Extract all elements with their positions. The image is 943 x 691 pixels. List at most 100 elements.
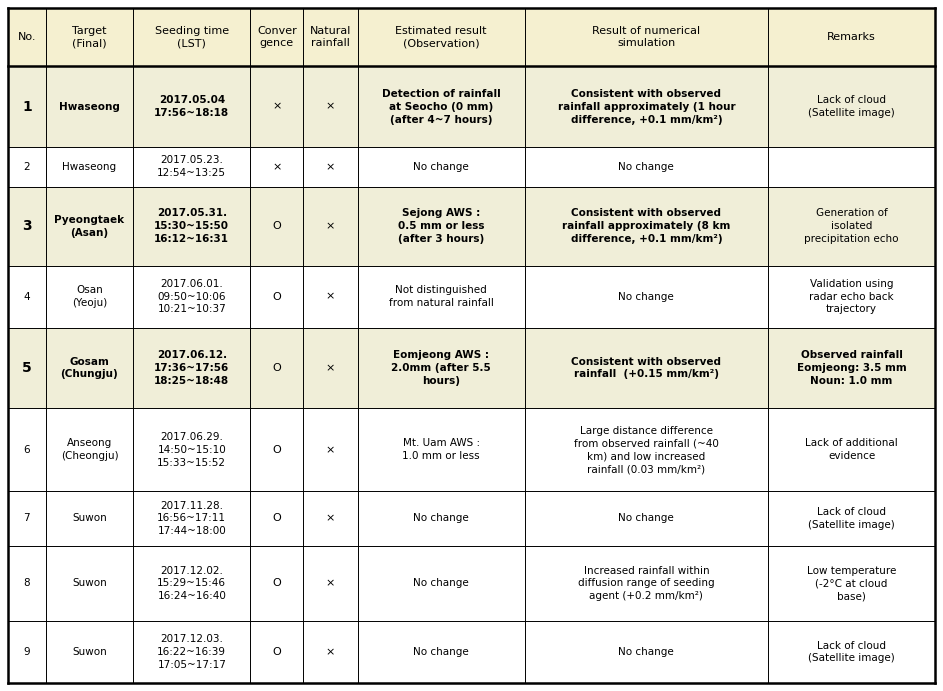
Text: Suwon: Suwon	[72, 513, 107, 524]
Text: 2017.12.03.
16:22~16:39
17:05~17:17: 2017.12.03. 16:22~16:39 17:05~17:17	[157, 634, 226, 670]
Text: No change: No change	[619, 647, 674, 657]
Bar	[769, 546, 935, 621]
Text: ×: ×	[325, 162, 335, 172]
Bar	[769, 8, 935, 66]
Bar	[251, 8, 303, 66]
Bar	[251, 546, 303, 621]
Bar	[303, 66, 357, 147]
Text: Large distance difference
from observed rainfall (~40
km) and low increased
rain: Large distance difference from observed …	[574, 426, 719, 474]
Bar	[8, 621, 46, 683]
Bar	[133, 8, 251, 66]
Text: Increased rainfall within
diffusion range of seeding
agent (+0.2 mm/km²): Increased rainfall within diffusion rang…	[578, 565, 715, 601]
Text: 2: 2	[24, 162, 30, 172]
Text: Lack of cloud
(Satellite image): Lack of cloud (Satellite image)	[808, 507, 895, 530]
Text: O: O	[273, 513, 281, 524]
Bar	[8, 66, 46, 147]
Text: ×: ×	[273, 162, 281, 172]
Bar	[524, 408, 769, 491]
Bar	[769, 408, 935, 491]
Bar	[251, 147, 303, 187]
Bar	[303, 187, 357, 265]
Text: ×: ×	[325, 292, 335, 301]
Bar	[251, 187, 303, 265]
Text: Gosam
(Chungju): Gosam (Chungju)	[60, 357, 119, 379]
Bar	[133, 546, 251, 621]
Bar	[524, 187, 769, 265]
Bar	[524, 147, 769, 187]
Bar	[769, 147, 935, 187]
Bar	[133, 491, 251, 546]
Bar	[769, 187, 935, 265]
Text: Lack of additional
evidence: Lack of additional evidence	[805, 439, 898, 462]
Text: Estimated result
(Observation): Estimated result (Observation)	[395, 26, 487, 48]
Text: No change: No change	[413, 513, 469, 524]
Bar	[303, 8, 357, 66]
Bar	[769, 621, 935, 683]
Text: ×: ×	[325, 102, 335, 112]
Bar	[46, 147, 133, 187]
Bar	[524, 491, 769, 546]
Text: Remarks: Remarks	[827, 32, 876, 42]
Bar	[8, 8, 46, 66]
Bar	[524, 8, 769, 66]
Bar	[303, 621, 357, 683]
Bar	[357, 265, 524, 328]
Bar	[769, 328, 935, 408]
Text: ×: ×	[325, 221, 335, 231]
Text: Hwaseong: Hwaseong	[62, 162, 117, 172]
Bar	[524, 621, 769, 683]
Bar	[8, 546, 46, 621]
Text: O: O	[273, 292, 281, 301]
Text: 2017.05.31.
15:30~15:50
16:12~16:31: 2017.05.31. 15:30~15:50 16:12~16:31	[155, 208, 229, 244]
Text: Consistent with observed
rainfall approximately (1 hour
difference, +0.1 mm/km²): Consistent with observed rainfall approx…	[557, 89, 736, 124]
Bar	[133, 328, 251, 408]
Text: 2017.05.04
17:56~18:18: 2017.05.04 17:56~18:18	[155, 95, 229, 118]
Text: Not distinguished
from natural rainfall: Not distinguished from natural rainfall	[389, 285, 493, 308]
Text: O: O	[273, 578, 281, 588]
Bar	[251, 265, 303, 328]
Bar	[357, 408, 524, 491]
Text: No change: No change	[619, 162, 674, 172]
Bar	[8, 491, 46, 546]
Text: Hwaseong: Hwaseong	[59, 102, 120, 112]
Text: 4: 4	[24, 292, 30, 301]
Bar	[357, 328, 524, 408]
Text: Anseong
(Cheongju): Anseong (Cheongju)	[60, 439, 118, 462]
Bar	[251, 491, 303, 546]
Text: ×: ×	[325, 647, 335, 657]
Bar	[46, 328, 133, 408]
Text: Observed rainfall
Eomjeong: 3.5 mm
Noun: 1.0 mm: Observed rainfall Eomjeong: 3.5 mm Noun:…	[797, 350, 906, 386]
Text: Suwon: Suwon	[72, 578, 107, 588]
Bar	[357, 546, 524, 621]
Bar	[8, 265, 46, 328]
Bar	[524, 328, 769, 408]
Text: 1: 1	[22, 100, 32, 114]
Text: No change: No change	[413, 647, 469, 657]
Text: O: O	[273, 363, 281, 373]
Bar	[769, 66, 935, 147]
Bar	[357, 147, 524, 187]
Text: ×: ×	[325, 445, 335, 455]
Bar	[8, 408, 46, 491]
Bar	[357, 66, 524, 147]
Text: Seeding time
(LST): Seeding time (LST)	[155, 26, 229, 48]
Bar	[357, 491, 524, 546]
Text: Result of numerical
simulation: Result of numerical simulation	[592, 26, 701, 48]
Bar	[46, 621, 133, 683]
Text: O: O	[273, 647, 281, 657]
Bar	[524, 66, 769, 147]
Text: No change: No change	[413, 578, 469, 588]
Text: Natural
rainfall: Natural rainfall	[309, 26, 351, 48]
Bar	[303, 546, 357, 621]
Bar	[303, 147, 357, 187]
Bar	[133, 187, 251, 265]
Bar	[133, 265, 251, 328]
Bar	[8, 187, 46, 265]
Bar	[357, 621, 524, 683]
Bar	[251, 328, 303, 408]
Bar	[769, 491, 935, 546]
Text: No.: No.	[18, 32, 36, 42]
Bar	[524, 265, 769, 328]
Text: Osan
(Yeoju): Osan (Yeoju)	[72, 285, 108, 308]
Text: Pyeongtaek
(Asan): Pyeongtaek (Asan)	[55, 215, 124, 238]
